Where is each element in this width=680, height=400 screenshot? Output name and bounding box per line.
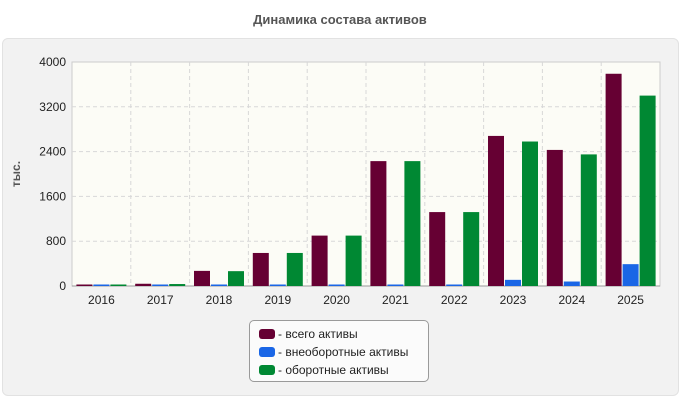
x-tick-label: 2025 xyxy=(617,293,644,307)
legend-label-total: - всего активы xyxy=(278,327,358,341)
legend-item-current: - оборотные активы xyxy=(259,361,428,379)
bar-2020-s0 xyxy=(311,235,328,286)
bar-2017-s2 xyxy=(169,284,186,286)
bar-2017-s0 xyxy=(135,283,152,286)
bar-2021-s1 xyxy=(387,284,404,286)
bar-2019-s0 xyxy=(252,252,269,286)
x-tick-label: 2023 xyxy=(500,293,527,307)
legend-label-current: - оборотные активы xyxy=(278,363,389,377)
bar-2022-s1 xyxy=(446,284,463,286)
bar-2021-s0 xyxy=(370,161,387,286)
bar-2018-s1 xyxy=(211,284,227,286)
x-tick-label: 2018 xyxy=(206,293,233,307)
bar-2019-s1 xyxy=(269,284,286,286)
legend-swatch-current xyxy=(259,365,275,375)
bar-2023-s2 xyxy=(522,141,538,286)
bar-2022-s2 xyxy=(463,212,480,286)
legend-item-total: - всего активы xyxy=(259,325,428,343)
bar-2025-s1 xyxy=(622,264,639,286)
x-tick-label: 2020 xyxy=(323,293,350,307)
x-tick-label: 2016 xyxy=(88,293,115,307)
y-tick-label: 1600 xyxy=(39,189,66,203)
bar-2022-s0 xyxy=(429,212,446,286)
bar-2025-s0 xyxy=(605,73,622,286)
legend-item-noncurrent: - внеоборотные активы xyxy=(259,343,428,361)
bar-2018-s2 xyxy=(228,271,244,286)
bars xyxy=(76,73,656,286)
bar-2021-s2 xyxy=(404,161,421,286)
y-tick-label: 800 xyxy=(46,234,66,248)
y-axis-label: тыс. xyxy=(9,161,23,187)
x-tick-label: 2019 xyxy=(264,293,291,307)
bar-2020-s2 xyxy=(345,235,362,286)
legend-swatch-noncurrent xyxy=(259,347,275,357)
bar-2024-s1 xyxy=(563,281,580,286)
bar-2016-s1 xyxy=(93,284,110,286)
legend-label-noncurrent: - внеоборотные активы xyxy=(278,345,409,359)
y-axis-ticks: 0 800 1600 2400 3200 4000 xyxy=(39,55,66,293)
bar-2025-s2 xyxy=(639,95,656,286)
bar-2024-s2 xyxy=(580,154,597,286)
bar-2023-s0 xyxy=(488,135,504,286)
bar-2020-s1 xyxy=(328,284,345,286)
legend-swatch-total xyxy=(259,329,275,339)
bar-2017-s1 xyxy=(152,284,169,286)
legend: - всего активы - внеоборотные активы - о… xyxy=(249,320,429,382)
bar-2023-s1 xyxy=(505,279,521,286)
y-tick-label: 0 xyxy=(59,279,66,293)
bar-2016-s0 xyxy=(76,284,93,286)
chart-title: Динамика состава активов xyxy=(253,12,427,27)
x-tick-label: 2017 xyxy=(147,293,174,307)
x-tick-label: 2021 xyxy=(382,293,409,307)
bar-2016-s2 xyxy=(110,284,127,286)
x-tick-label: 2022 xyxy=(441,293,468,307)
y-tick-label: 2400 xyxy=(39,145,66,159)
x-tick-label: 2024 xyxy=(558,293,585,307)
bar-2018-s0 xyxy=(194,270,210,286)
y-tick-label: 3200 xyxy=(39,100,66,114)
x-axis-ticks: 2016 2017 2018 2019 2020 2021 2022 2023 2024 2025 xyxy=(88,293,644,307)
y-tick-label: 4000 xyxy=(39,55,66,69)
bar-2024-s0 xyxy=(546,149,563,286)
bar-2019-s2 xyxy=(286,252,303,286)
